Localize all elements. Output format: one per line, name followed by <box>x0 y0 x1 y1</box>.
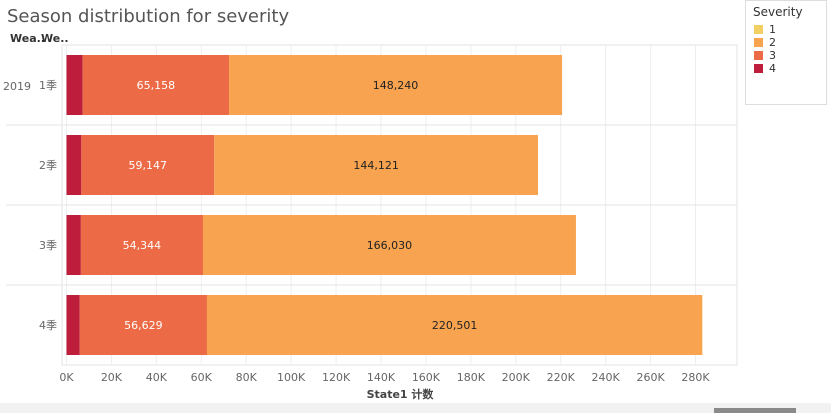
category-label: 4季 <box>39 319 57 332</box>
legend-item-2[interactable]: 2 <box>754 36 826 49</box>
bar-segment-severity-4 <box>66 135 82 195</box>
x-tick-label: 180K <box>457 371 486 384</box>
category-label: 3季 <box>39 239 57 252</box>
legend-label: 4 <box>769 62 776 75</box>
x-tick-label: 0K <box>59 371 74 384</box>
bar-value-label: 166,030 <box>367 239 413 252</box>
legend-swatch <box>754 25 763 34</box>
scrollbar-thumb[interactable] <box>714 408 796 413</box>
legend-item-4[interactable]: 4 <box>754 62 826 75</box>
chart-svg: 0K 20K 40K 60K 80K 100K 120K 140K 160K 180K 200K 22… <box>3 44 738 401</box>
horizontal-scrollbar[interactable] <box>0 403 831 413</box>
category-label: 1季 <box>39 79 57 92</box>
bar-segment-severity-2 <box>214 135 538 195</box>
x-tick-label: 260K <box>636 371 665 384</box>
bar-value-label: 56,629 <box>124 319 163 332</box>
legend-label: 2 <box>769 36 776 49</box>
bar-segment-severity-4 <box>66 295 80 355</box>
bar-segment-severity-3 <box>82 55 230 115</box>
legend-title: Severity <box>753 5 803 19</box>
bar-segment-severity-2 <box>202 215 576 275</box>
bar-segment-severity-2 <box>206 295 703 355</box>
bar-value-label: 220,501 <box>432 319 478 332</box>
bar-segment-severity-3 <box>79 295 207 355</box>
bar-segment-severity-2 <box>229 55 563 115</box>
legend-swatch <box>754 38 763 47</box>
x-tick-label: 100K <box>277 371 306 384</box>
x-tick-label: 220K <box>547 371 576 384</box>
legend-label: 1 <box>769 23 776 36</box>
bar-value-label: 65,158 <box>137 79 176 92</box>
x-tick-label: 160K <box>412 371 441 384</box>
bar-value-label: 148,240 <box>373 79 419 92</box>
x-tick-label: 200K <box>502 371 531 384</box>
x-tick-label: 280K <box>681 371 710 384</box>
x-tick-label: 20K <box>101 371 123 384</box>
x-tick-label: 240K <box>592 371 621 384</box>
x-tick-label: 140K <box>367 371 396 384</box>
category-label: 2季 <box>39 159 57 172</box>
bar-segment-severity-3 <box>81 135 215 195</box>
x-tick-label: 40K <box>146 371 168 384</box>
x-tick-label: 60K <box>191 371 213 384</box>
legend-swatch <box>754 64 763 73</box>
bar-value-label: 54,344 <box>123 239 162 252</box>
column-header-weather[interactable]: Wea.. <box>10 32 45 45</box>
chart-title: Season distribution for severity <box>7 6 290 27</box>
year-label: 2019 <box>3 80 31 93</box>
x-tick-label: 80K <box>236 371 258 384</box>
bar-segment-severity-4 <box>66 215 81 275</box>
legend-item-3[interactable]: 3 <box>754 49 826 62</box>
bar-segment-severity-3 <box>80 215 203 275</box>
x-tick-label: 120K <box>322 371 351 384</box>
column-header-week[interactable]: We.. <box>41 32 69 45</box>
bar-value-label: 59,147 <box>129 159 168 172</box>
legend-label: 3 <box>769 49 776 62</box>
bar-value-label: 144,121 <box>353 159 399 172</box>
legend-swatch <box>754 51 763 60</box>
legend-item-1[interactable]: 1 <box>754 23 826 36</box>
bar-segment-severity-4 <box>66 55 83 115</box>
x-axis-title: State1 计数 <box>367 387 435 401</box>
